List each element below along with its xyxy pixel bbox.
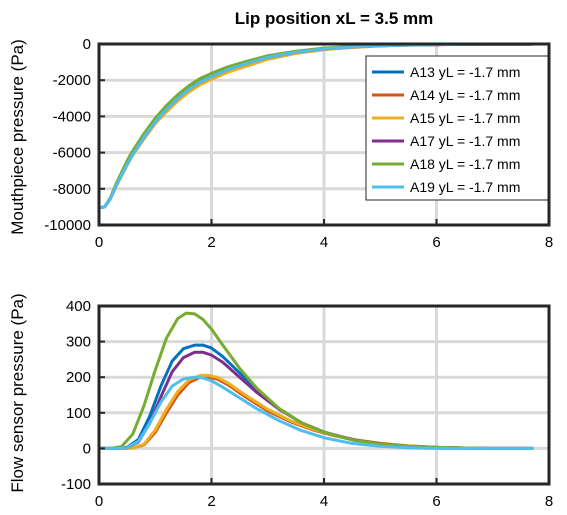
series-group — [97, 311, 534, 450]
legend-box — [365, 55, 549, 201]
y-tick-label: 400 — [66, 298, 91, 315]
x-tick-label: 4 — [320, 493, 328, 510]
y-tick-label: -100 — [61, 476, 91, 493]
flow-sensor-pressure-panel: Flow sensor pressure (Pa) 0 2 4 6 8 400 300 200… — [8, 293, 553, 510]
legend-label: A14 yL = -1.7 mm — [410, 87, 520, 103]
x-tick-label: 4 — [320, 234, 328, 251]
legend-label: A13 yL = -1.7 mm — [410, 64, 520, 80]
y-tick-label: 100 — [66, 405, 91, 422]
y-tick-label: -4000 — [53, 108, 91, 125]
x-tick-label: 2 — [207, 234, 215, 251]
mouthpiece-pressure-panel: Mouthpiece pressure (Pa) 0 2 4 6 8 0 -2000 -400… — [8, 36, 553, 251]
grid — [99, 306, 549, 484]
legend-label: A17 yL = -1.7 mm — [410, 133, 520, 149]
legend: A13 yL = -1.7 mm A14 yL = -1.7 mm A15 yL =… — [365, 55, 549, 201]
y-tick-label: 0 — [83, 36, 91, 53]
x-tick-label: 6 — [432, 493, 440, 510]
x-tick-label: 8 — [545, 234, 553, 251]
series-line-6 — [97, 375, 534, 450]
legend-label: A19 yL = -1.7 mm — [410, 179, 520, 195]
x-tick-label: 0 — [95, 493, 103, 510]
legend-label: A15 yL = -1.7 mm — [410, 110, 520, 126]
x-tick-label: 8 — [545, 493, 553, 510]
y-tick-label: 0 — [83, 440, 91, 457]
y-tick-label: 300 — [66, 334, 91, 351]
x-tick-label: 2 — [207, 493, 215, 510]
y-tick-label: -8000 — [53, 181, 91, 198]
y-axis-label: Flow sensor pressure (Pa) — [8, 293, 27, 492]
y-tick-label: -10000 — [44, 217, 91, 234]
y-axis-label: Mouthpiece pressure (Pa) — [8, 39, 27, 235]
y-tick-label: -6000 — [53, 145, 91, 162]
x-tick-label: 6 — [432, 234, 440, 251]
y-tick-label: -2000 — [53, 72, 91, 89]
legend-label: A18 yL = -1.7 mm — [410, 156, 520, 172]
x-tick-label: 0 — [95, 234, 103, 251]
y-tick-label: 200 — [66, 369, 91, 386]
chart-title: Lip position xL = 3.5 mm — [235, 9, 434, 28]
